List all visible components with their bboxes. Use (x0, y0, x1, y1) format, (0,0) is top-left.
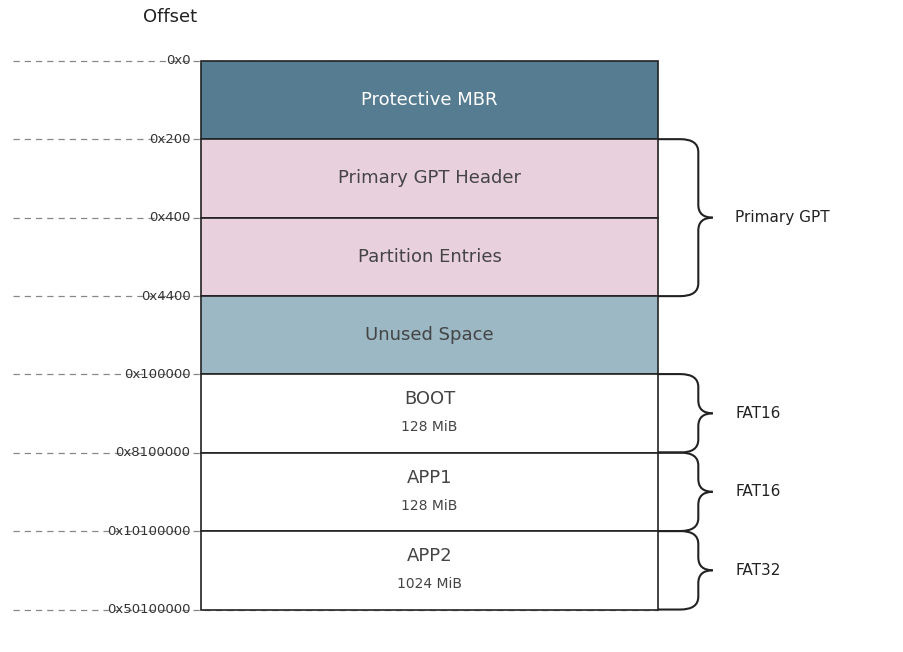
Text: 128 MiB: 128 MiB (401, 499, 457, 513)
Bar (201, 452, 657, 531)
Text: 0x4400: 0x4400 (141, 289, 191, 303)
Bar (201, 296, 657, 374)
Text: 0x8100000: 0x8100000 (116, 446, 191, 459)
Bar (201, 531, 657, 610)
Text: FAT16: FAT16 (734, 484, 779, 499)
Text: 0x200: 0x200 (149, 132, 191, 145)
Text: 0x10100000: 0x10100000 (107, 525, 191, 537)
Text: Protective MBR: Protective MBR (361, 91, 498, 109)
Text: APP1: APP1 (406, 469, 452, 487)
Text: APP2: APP2 (406, 547, 452, 565)
Bar (201, 218, 657, 296)
Text: BOOT: BOOT (404, 391, 455, 408)
Text: Primary GPT Header: Primary GPT Header (338, 170, 520, 187)
Text: 0x0: 0x0 (165, 54, 191, 67)
Bar (201, 374, 657, 452)
Bar (201, 61, 657, 139)
Text: Unused Space: Unused Space (365, 326, 493, 344)
Text: 0x100000: 0x100000 (124, 368, 191, 381)
Text: 1024 MiB: 1024 MiB (396, 577, 461, 591)
Text: Partition Entries: Partition Entries (358, 248, 501, 266)
Text: Offset: Offset (143, 8, 197, 25)
Text: FAT16: FAT16 (734, 406, 779, 421)
Text: 128 MiB: 128 MiB (401, 421, 457, 434)
Text: 0x50100000: 0x50100000 (107, 603, 191, 616)
Text: 0x400: 0x400 (149, 211, 191, 224)
Text: Primary GPT: Primary GPT (734, 210, 829, 225)
Text: FAT32: FAT32 (734, 563, 779, 578)
Bar (201, 139, 657, 218)
